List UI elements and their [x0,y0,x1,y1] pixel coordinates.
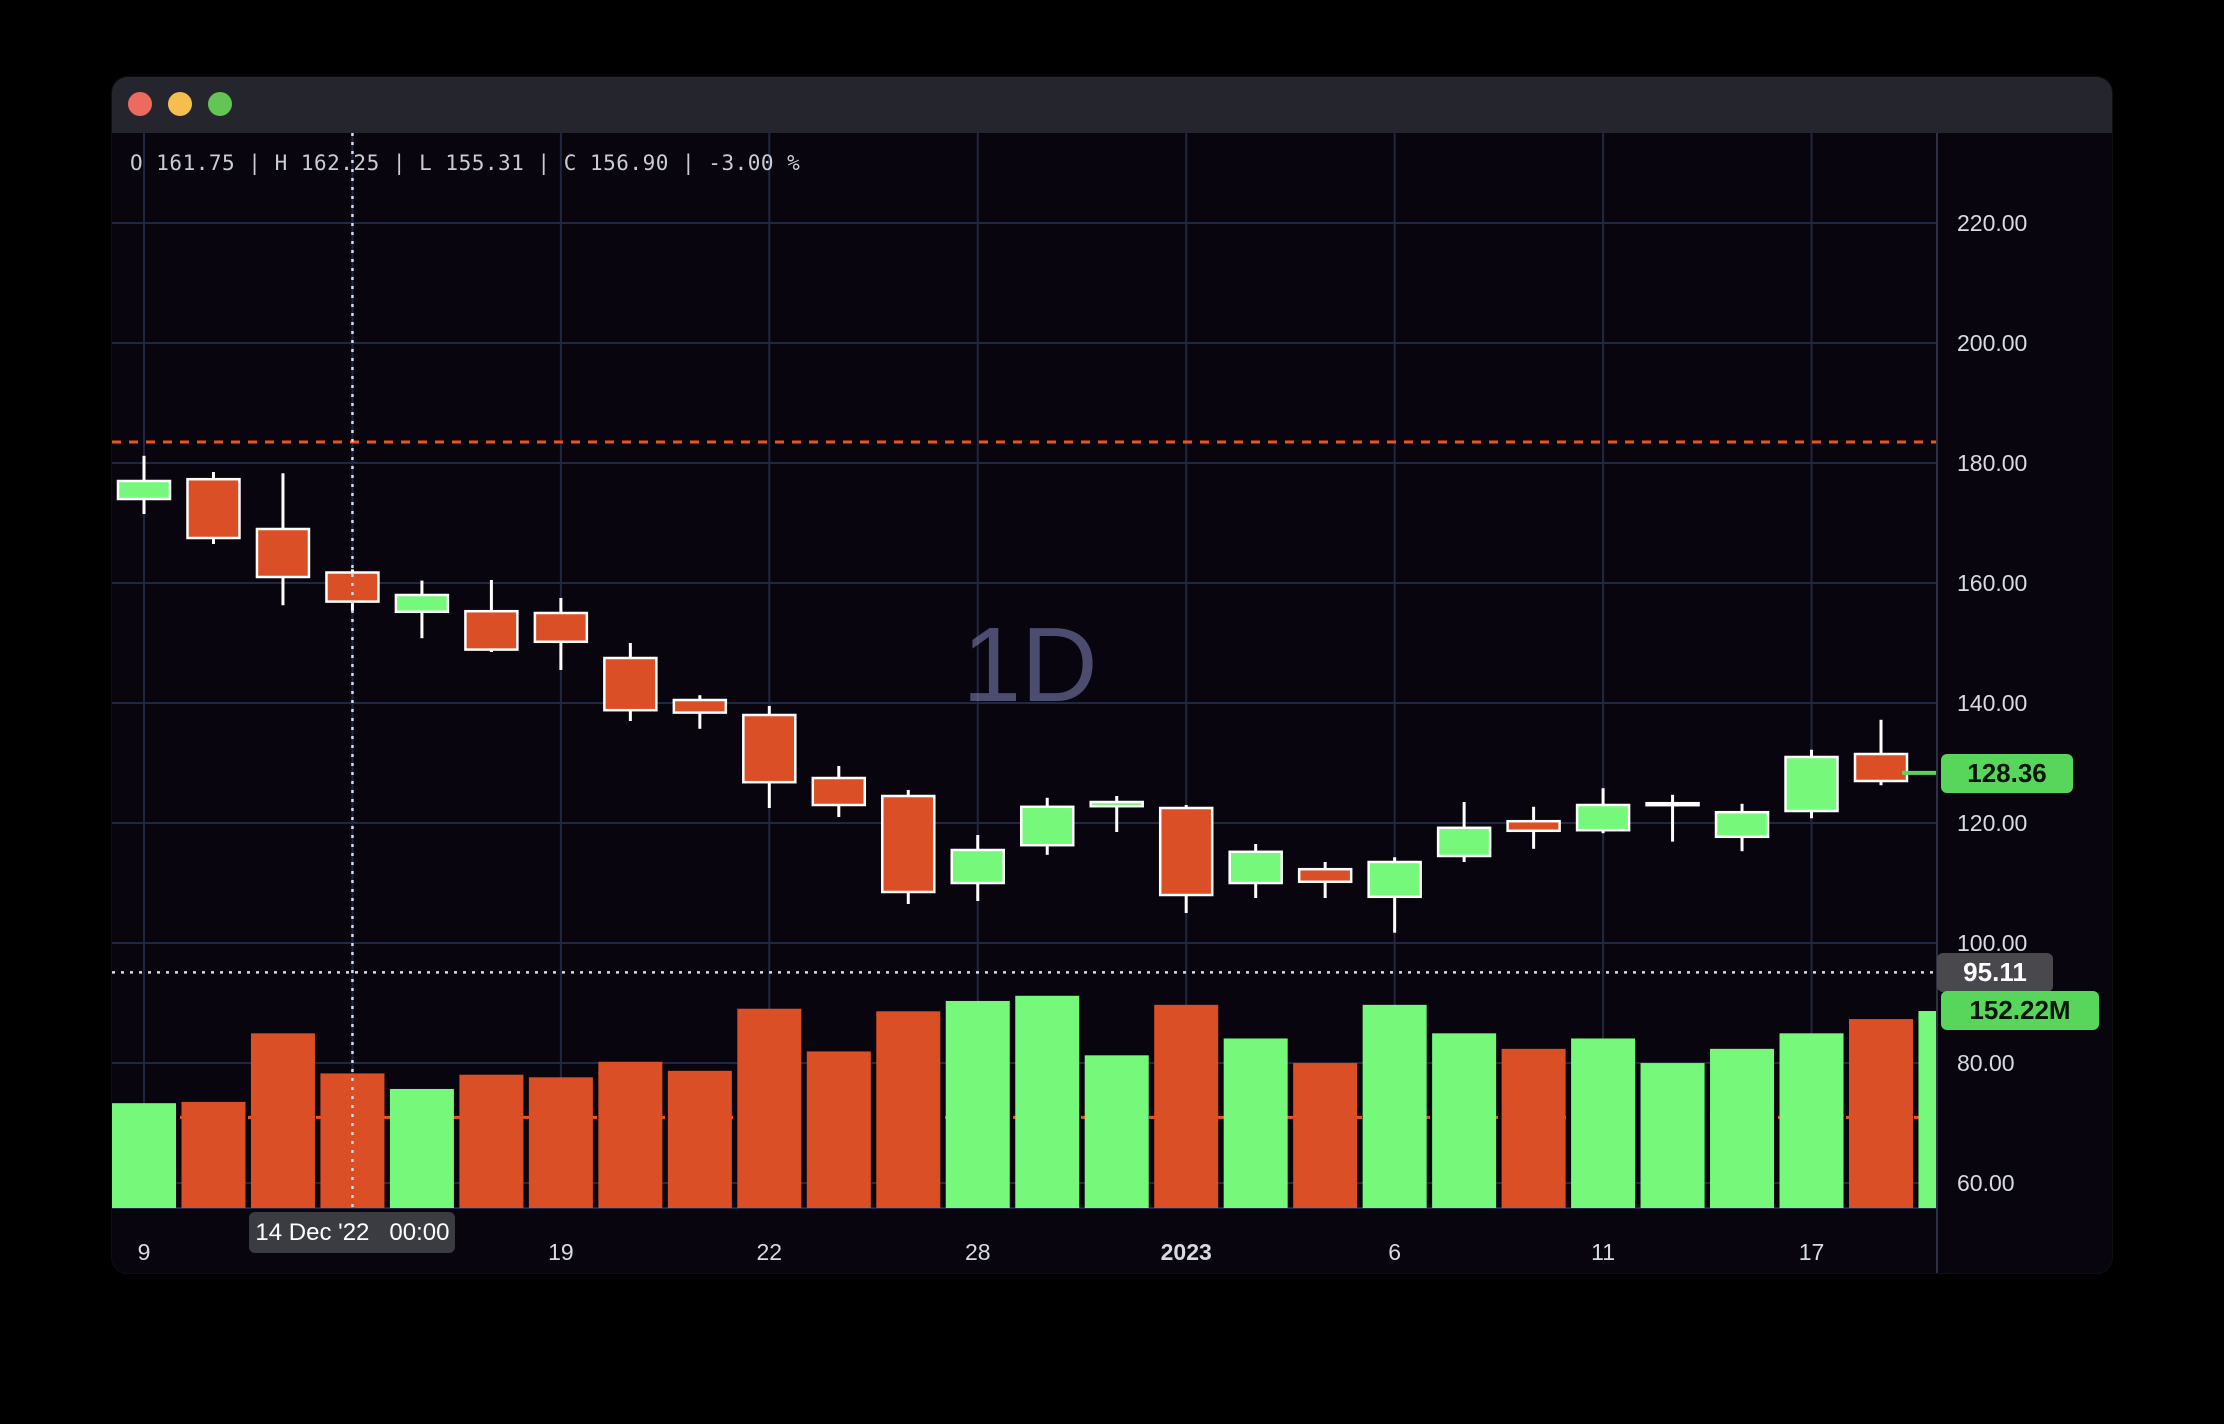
candle[interactable] [1714,803,1770,852]
candle[interactable] [394,580,450,639]
candle[interactable] [811,766,867,817]
volume-bar[interactable] [806,1051,871,1208]
price-axis-label: 140.00 [1957,690,2027,716]
candle[interactable] [1367,857,1422,933]
volume-bar[interactable] [1154,1004,1219,1208]
time-axis-label: 6 [1388,1239,1401,1265]
time-axis-label: 28 [965,1239,991,1265]
time-axis-label: 22 [757,1239,783,1265]
volume-bar[interactable] [737,1008,802,1208]
volume-bar[interactable] [945,1000,1010,1208]
volume-bar[interactable] [1501,1048,1566,1208]
crosshair-price-badge: 95.11 [1937,953,2053,993]
volume-bar[interactable] [1293,1063,1358,1208]
candle[interactable] [950,835,1006,901]
last-volume-badge: 152.22M [1941,991,2099,1031]
minimize-window-button[interactable] [168,92,192,116]
volume-bar[interactable] [1362,1004,1427,1208]
volume-bar[interactable] [598,1061,663,1208]
volume-bar[interactable] [181,1101,246,1208]
timeframe-watermark: 1D [962,606,1098,724]
candle[interactable] [1019,797,1075,855]
volume-bar-partial[interactable] [1918,1011,1937,1208]
volume-bar[interactable] [1640,1063,1705,1208]
candle[interactable] [1575,788,1631,834]
volume-bar[interactable] [667,1070,732,1208]
time-axis-label: 11 [1591,1239,1615,1265]
volume-bar[interactable] [1849,1019,1913,1208]
chart-window: 220.00 200.00 180.00 160.00 140.00 120.00 100.… [112,77,2112,1273]
time-axis-label: 19 [548,1239,574,1265]
candle[interactable] [1853,719,1909,786]
candle[interactable] [533,598,589,670]
candle[interactable] [255,473,311,606]
volume-bar[interactable] [1015,995,1080,1208]
candle[interactable] [603,643,658,721]
chart-content: 220.00 200.00 180.00 160.00 140.00 120.00 100.… [112,133,2110,1273]
ohlc-legend: O 161.75 | H 162.25 | L 155.31 | C 156.9… [130,151,801,175]
crosshair-time-badge: 14 Dec '22 00:00 [249,1212,456,1253]
candle[interactable] [742,706,797,808]
candle[interactable] [1228,844,1283,898]
zoom-window-button[interactable] [208,92,232,116]
volume-bar[interactable] [1084,1055,1149,1208]
volume-bars[interactable] [112,995,1937,1208]
volume-bar[interactable] [112,1103,176,1208]
price-axis-label: 220.00 [1957,210,2027,236]
candle[interactable] [1506,806,1561,849]
volume-bar[interactable] [250,1033,315,1208]
chart-canvas[interactable]: 220.00 200.00 180.00 160.00 140.00 120.00 100.… [112,133,2110,1273]
candle[interactable] [186,472,241,544]
volume-bar[interactable] [528,1077,593,1208]
price-axis-label: 60.00 [1957,1170,2015,1196]
volume-bar[interactable] [1710,1048,1775,1208]
price-axis-label: 100.00 [1957,930,2027,956]
price-axis-label: 180.00 [1957,450,2027,476]
volume-bar[interactable] [320,1073,385,1208]
time-axis-label: 9 [138,1239,151,1265]
volume-bar[interactable] [1571,1038,1636,1208]
window-titlebar[interactable] [112,77,2112,133]
close-window-button[interactable] [128,92,152,116]
candle[interactable] [881,790,936,904]
volume-bar[interactable] [1432,1033,1497,1208]
time-axis-label: 17 [1799,1239,1825,1265]
candle[interactable] [116,455,172,514]
candle[interactable] [1158,805,1214,913]
volume-bar[interactable] [876,1011,941,1208]
time-axis-label: 2023 [1161,1239,1212,1265]
candle[interactable] [672,695,728,729]
volume-bar[interactable] [1223,1038,1288,1208]
price-axis-label: 160.00 [1957,570,2027,596]
candle[interactable] [1089,796,1144,832]
candle[interactable] [464,580,519,652]
candle[interactable] [1784,749,1839,819]
volume-bar[interactable] [459,1074,524,1208]
candle[interactable] [1645,794,1700,842]
price-axis-label: 200.00 [1957,330,2027,356]
time-axis[interactable]: 9 19 22 28 2023 6 11 17 [138,1239,1825,1265]
volume-bar[interactable] [1779,1033,1844,1208]
price-axis-label: 120.00 [1957,810,2027,836]
candle[interactable] [1436,802,1492,862]
volume-bar[interactable] [389,1088,454,1208]
price-axis[interactable]: 220.00 200.00 180.00 160.00 140.00 120.00 100.… [1936,133,2027,1273]
candle[interactable] [1297,862,1353,898]
price-axis-label: 80.00 [1957,1050,2015,1076]
last-price-badge: 128.36 [1941,753,2073,793]
